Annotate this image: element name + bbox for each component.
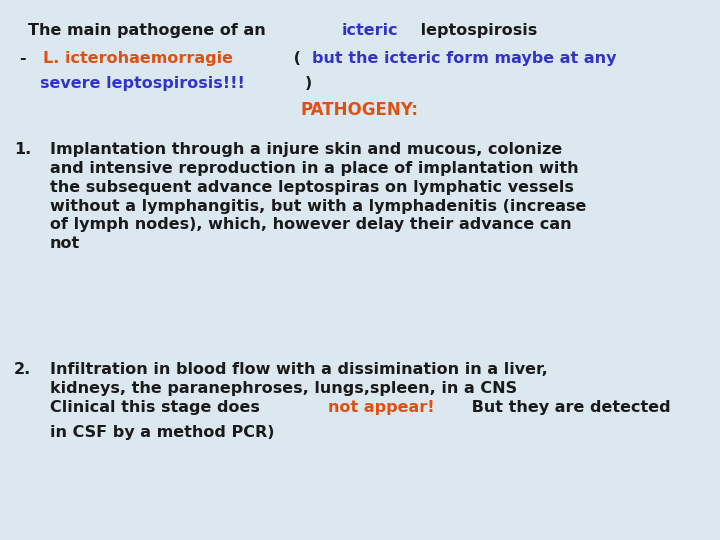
Text: Implantation through a injure skin and mucous, colonize
and intensive reproducti: Implantation through a injure skin and m… bbox=[50, 142, 586, 251]
Text: Clinical this stage does: Clinical this stage does bbox=[50, 400, 266, 415]
Text: leptospirosis: leptospirosis bbox=[415, 23, 537, 38]
Text: ): ) bbox=[305, 76, 312, 91]
Text: PATHOGENY:: PATHOGENY: bbox=[301, 101, 419, 119]
Text: -: - bbox=[20, 51, 38, 66]
Text: icteric: icteric bbox=[342, 23, 399, 38]
Text: severe leptospirosis!!!: severe leptospirosis!!! bbox=[40, 76, 245, 91]
Text: 2.: 2. bbox=[14, 362, 31, 377]
Text: but the icteric form maybe at any: but the icteric form maybe at any bbox=[312, 51, 616, 66]
Text: not appear!: not appear! bbox=[328, 400, 435, 415]
Text: Infiltration in blood flow with a dissimination in a liver,
kidneys, the paranep: Infiltration in blood flow with a dissim… bbox=[50, 362, 548, 396]
Text: The main pathogene of an: The main pathogene of an bbox=[28, 23, 271, 38]
Text: in CSF by a method PCR): in CSF by a method PCR) bbox=[50, 425, 274, 440]
Text: (: ( bbox=[288, 51, 307, 66]
Text: 1.: 1. bbox=[14, 142, 31, 157]
Text: But they are detected: But they are detected bbox=[466, 400, 670, 415]
Text: L. icterohaemorragie: L. icterohaemorragie bbox=[43, 51, 233, 66]
